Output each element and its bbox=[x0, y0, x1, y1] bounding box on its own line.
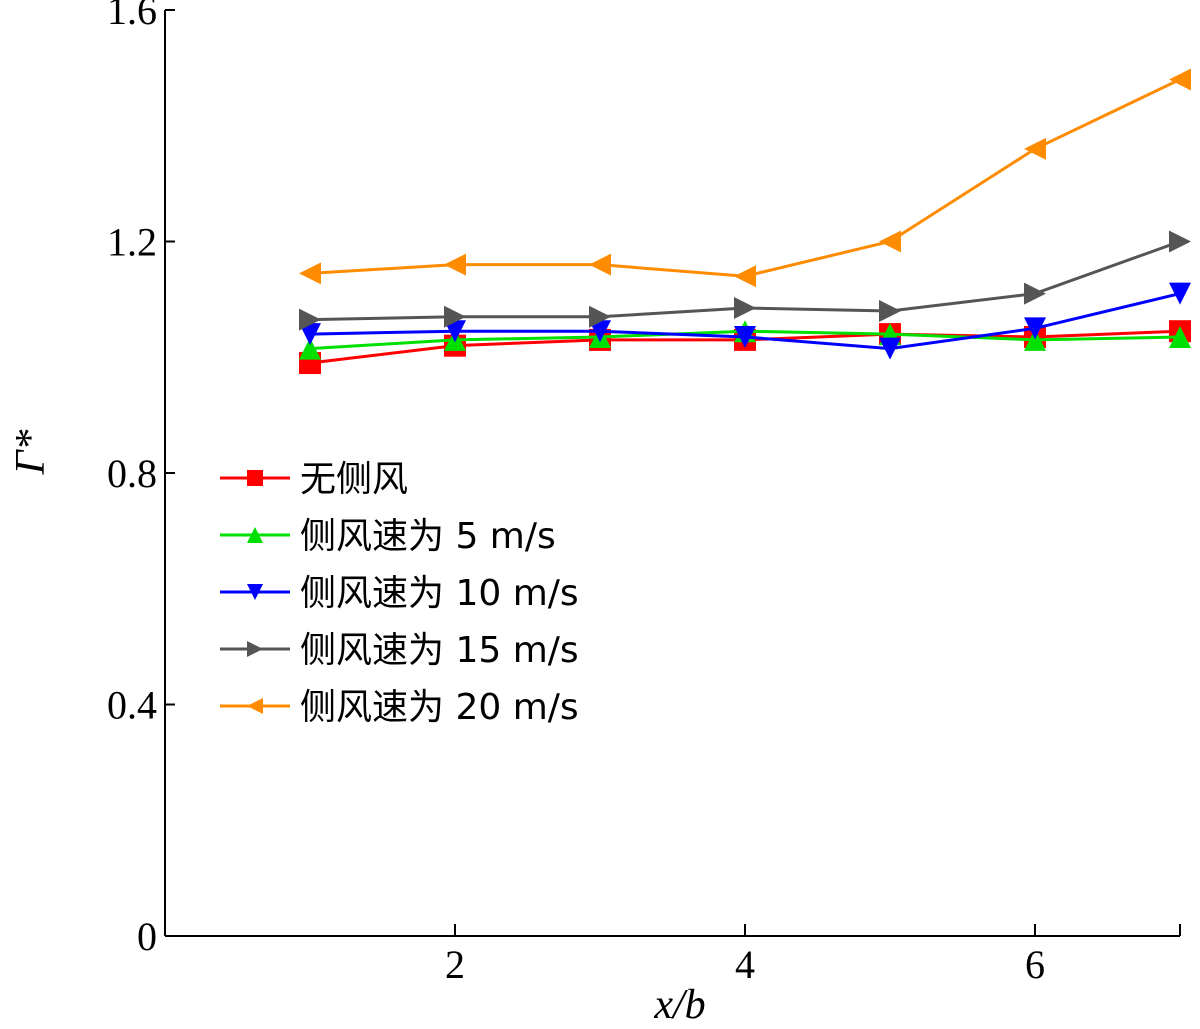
legend-marker bbox=[247, 641, 263, 657]
data-point bbox=[299, 323, 321, 346]
data-point bbox=[1024, 317, 1046, 340]
legend-label: 侧风速为 20 m/s bbox=[300, 687, 579, 728]
x-tick-label: 6 bbox=[1025, 942, 1045, 987]
legend-item: 侧风速为 15 m/s bbox=[220, 630, 579, 671]
x-tick-label: 2 bbox=[445, 942, 465, 987]
data-point bbox=[734, 325, 756, 348]
series-layer bbox=[299, 68, 1191, 375]
data-point bbox=[589, 320, 611, 343]
data-point bbox=[1024, 328, 1046, 351]
y-tick-label: 0 bbox=[137, 914, 157, 959]
legend-marker bbox=[247, 527, 263, 543]
data-point bbox=[879, 299, 901, 322]
legend-item: 侧风速为 5 m/s bbox=[220, 516, 556, 557]
series-2 bbox=[299, 282, 1191, 360]
legend-label: 侧风速为 15 m/s bbox=[300, 630, 579, 671]
data-point bbox=[1024, 137, 1046, 160]
data-point bbox=[734, 265, 756, 288]
data-point bbox=[1169, 282, 1191, 305]
y-tick-label: 0.4 bbox=[107, 683, 157, 728]
data-point bbox=[879, 230, 901, 253]
data-point bbox=[299, 337, 321, 360]
data-point bbox=[299, 308, 321, 331]
y-tick-label: 1.6 bbox=[107, 0, 157, 33]
legend-marker bbox=[247, 584, 263, 600]
data-point bbox=[1169, 230, 1191, 253]
legend-item: 侧风速为 10 m/s bbox=[220, 573, 579, 614]
y-tick-label: 1.2 bbox=[107, 220, 157, 265]
data-point bbox=[444, 253, 466, 276]
data-point bbox=[589, 305, 611, 328]
legend-label: 侧风速为 5 m/s bbox=[300, 516, 556, 557]
legend-item: 无侧风 bbox=[220, 459, 408, 500]
x-axis-title: x/b bbox=[653, 982, 705, 1028]
data-point bbox=[444, 305, 466, 328]
data-point bbox=[1169, 325, 1191, 348]
series-3 bbox=[299, 230, 1191, 331]
legend-marker bbox=[247, 470, 263, 486]
data-point bbox=[1024, 282, 1046, 305]
data-point bbox=[444, 320, 466, 343]
legend-item: 侧风速为 20 m/s bbox=[220, 687, 579, 728]
y-tick-label: 0.8 bbox=[107, 451, 157, 496]
y-axis-title: Γ* bbox=[8, 430, 54, 476]
data-point bbox=[734, 297, 756, 320]
data-point bbox=[1169, 68, 1191, 91]
data-point bbox=[879, 337, 901, 360]
x-tick-label: 4 bbox=[735, 942, 755, 987]
data-point bbox=[589, 253, 611, 276]
legend-label: 侧风速为 10 m/s bbox=[300, 573, 579, 614]
legend-label: 无侧风 bbox=[300, 459, 408, 500]
legend-marker bbox=[247, 698, 263, 714]
data-point bbox=[299, 262, 321, 285]
series-line bbox=[309, 78, 1181, 278]
series-4 bbox=[299, 68, 1191, 288]
axes: 0 0.4 0.8 1.2 1.6 2 4 6 bbox=[107, 0, 1181, 987]
